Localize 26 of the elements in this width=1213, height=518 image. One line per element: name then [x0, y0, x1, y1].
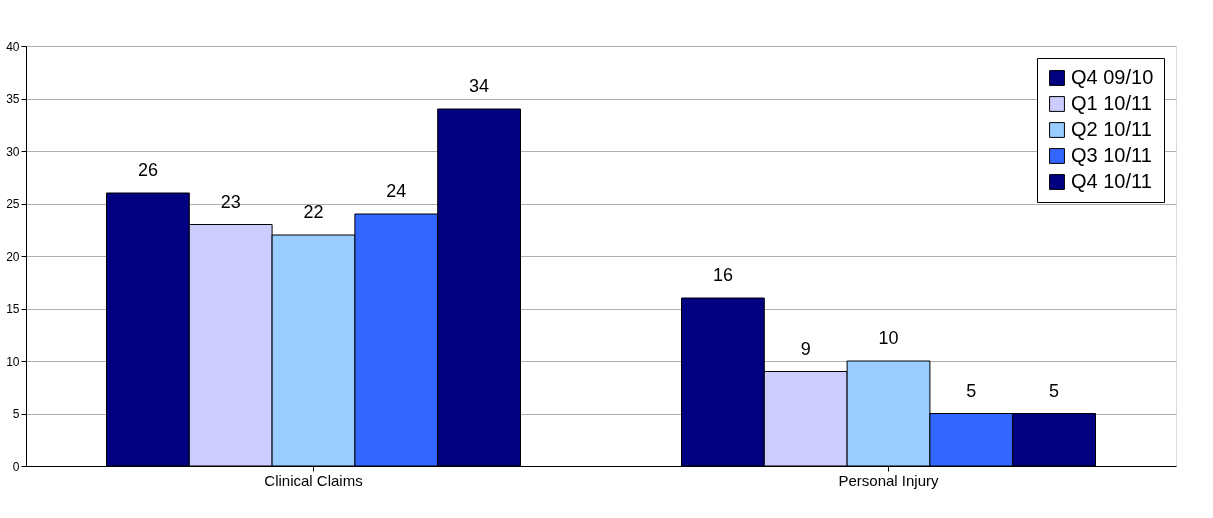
- y-tick-label: 40: [6, 39, 20, 54]
- data-label: 16: [712, 265, 733, 285]
- data-label: 5: [1049, 380, 1060, 401]
- data-label: 26: [137, 160, 158, 180]
- y-tick-label: 10: [6, 354, 20, 369]
- y-tick-label: 0: [12, 459, 20, 474]
- data-label: 22: [303, 202, 324, 222]
- y-tick-label: 15: [6, 302, 20, 316]
- legend-label: Q4 09/10: [1071, 66, 1154, 88]
- legend-label: Q2 10/11: [1071, 118, 1152, 140]
- data-label: 23: [220, 191, 241, 212]
- data-label: 10: [878, 328, 899, 348]
- y-tick-label: 25: [6, 197, 20, 211]
- y-tick-label: 35: [6, 92, 20, 106]
- x-tick-label: Personal Injury: [838, 471, 940, 489]
- y-tick-label: 20: [6, 249, 20, 264]
- legend-label: Q3 10/11: [1071, 144, 1152, 166]
- data-label: 34: [469, 76, 490, 96]
- data-label: 9: [800, 338, 811, 359]
- legend-label: Q4 10/11: [1071, 170, 1152, 192]
- x-tick-label: Clinical Claims: [264, 471, 363, 489]
- y-tick-label: 5: [12, 407, 20, 421]
- data-label: 5: [966, 380, 977, 401]
- data-label: 24: [386, 181, 407, 201]
- y-tick-label: 30: [6, 144, 20, 159]
- legend-label: Q1 10/11: [1071, 92, 1152, 114]
